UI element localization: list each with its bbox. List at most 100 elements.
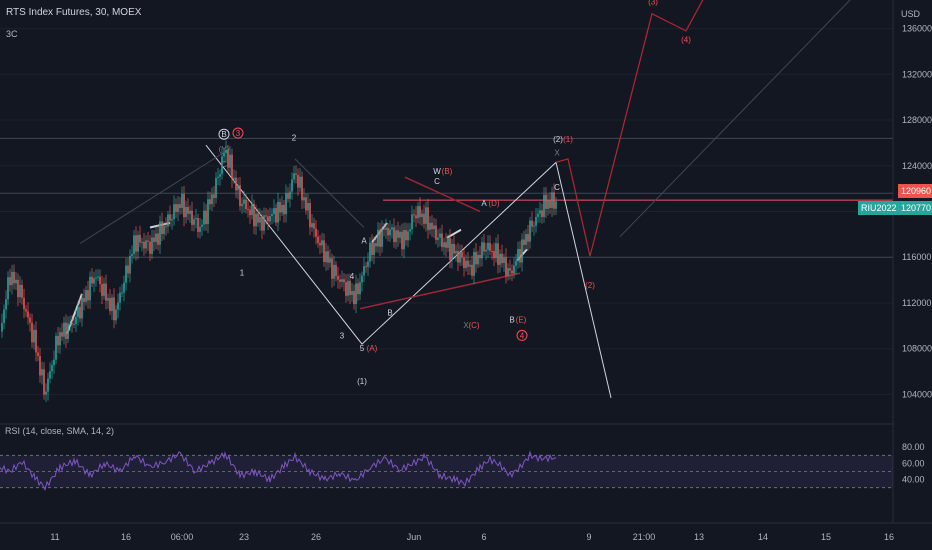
time-tick-label: 15 <box>821 532 831 542</box>
time-tick-label: 16 <box>121 532 131 542</box>
candle-body <box>435 225 437 240</box>
candle-body <box>231 154 233 179</box>
candle-body <box>411 214 413 230</box>
candle-body <box>407 231 409 241</box>
trend-guide-2 <box>619 0 851 237</box>
candle-body <box>405 229 407 241</box>
wave-label: B <box>509 315 514 324</box>
candle-body <box>9 277 11 286</box>
candle-body <box>279 201 281 213</box>
candle-body <box>67 323 69 339</box>
candle-body <box>309 203 311 228</box>
candle-body <box>503 257 505 264</box>
time-tick-label: 14 <box>758 532 768 542</box>
chart-title: RTS Index Futures, 30, MOEX <box>6 7 142 18</box>
candle-body <box>473 252 475 276</box>
candle-body <box>361 275 363 283</box>
price-tick-label: 128000 <box>902 115 932 125</box>
candle-body <box>485 249 487 252</box>
candle-body <box>397 230 399 238</box>
candle-body <box>527 234 529 242</box>
candle-body <box>25 309 27 312</box>
candle-body <box>31 322 33 343</box>
candle-body <box>357 283 359 295</box>
candle-body <box>311 223 313 228</box>
rsi-pane[interactable] <box>0 450 893 492</box>
candle-body <box>409 229 411 232</box>
candle-body <box>363 266 365 276</box>
candle-body <box>449 238 451 260</box>
candle-body <box>5 299 7 310</box>
candle-body <box>447 238 449 248</box>
candle-body <box>295 173 297 175</box>
wave-label: (D) <box>488 199 499 208</box>
wave-label: 3 <box>236 129 241 138</box>
time-tick-label: 11 <box>50 532 59 542</box>
candle-body <box>241 203 243 207</box>
candle-body <box>193 219 195 225</box>
candles[interactable] <box>1 140 557 403</box>
rsi-line <box>0 450 557 492</box>
wave-label-ring <box>516 329 528 341</box>
candle-body <box>201 224 203 227</box>
candle-body <box>415 215 417 219</box>
price-tick-label: 124000 <box>902 161 932 171</box>
candle-body <box>233 177 235 179</box>
candle-body <box>81 297 83 319</box>
wedge-upper <box>404 176 481 213</box>
candle-body <box>369 242 371 262</box>
candle-body <box>313 223 315 229</box>
candle-body <box>239 185 241 207</box>
candle-body <box>247 209 249 211</box>
candle-body <box>395 230 397 243</box>
candle-body <box>457 250 459 263</box>
candle-body <box>223 152 225 157</box>
candle-body <box>455 250 457 254</box>
candle-body <box>203 210 205 225</box>
candle-body <box>103 283 105 296</box>
time-tick-label: 13 <box>694 532 704 542</box>
candle-body <box>47 378 49 392</box>
candle-body <box>371 242 373 256</box>
candle-body <box>453 243 455 254</box>
candle-body <box>491 251 493 253</box>
candle-body <box>325 251 327 263</box>
candle-body <box>93 278 95 284</box>
candle-body <box>307 203 309 211</box>
candle-body <box>391 227 393 230</box>
candle-body <box>255 213 257 227</box>
candle-body <box>151 237 153 254</box>
candle-body <box>95 277 97 279</box>
wave-label: 4 <box>520 331 525 340</box>
candle-body <box>551 192 553 208</box>
candle-body <box>317 236 319 244</box>
candle-body <box>421 213 423 218</box>
candle-body <box>243 199 245 204</box>
candle-body <box>419 206 421 218</box>
candle-body <box>477 254 479 265</box>
candle-body <box>191 210 193 225</box>
candle-body <box>489 242 491 252</box>
candle-body <box>509 268 511 271</box>
candle-body <box>139 234 141 243</box>
candle-body <box>183 193 185 218</box>
candle-body <box>133 235 135 255</box>
candle-body <box>287 193 289 199</box>
candle-body <box>505 257 507 276</box>
candle-body <box>179 204 181 208</box>
candle-body <box>261 217 263 231</box>
candle-body <box>305 197 307 211</box>
time-tick-label: 6 <box>481 532 486 542</box>
candle-body <box>99 276 101 285</box>
wave-label: 3 <box>340 331 345 340</box>
candle-body <box>205 210 207 225</box>
candle-body <box>165 226 167 228</box>
trend-guide <box>79 148 231 244</box>
wave-label: C <box>554 183 560 192</box>
candle-body <box>195 218 197 220</box>
candle-body <box>27 311 29 318</box>
candle-body <box>277 201 279 223</box>
candle-body <box>73 323 75 325</box>
